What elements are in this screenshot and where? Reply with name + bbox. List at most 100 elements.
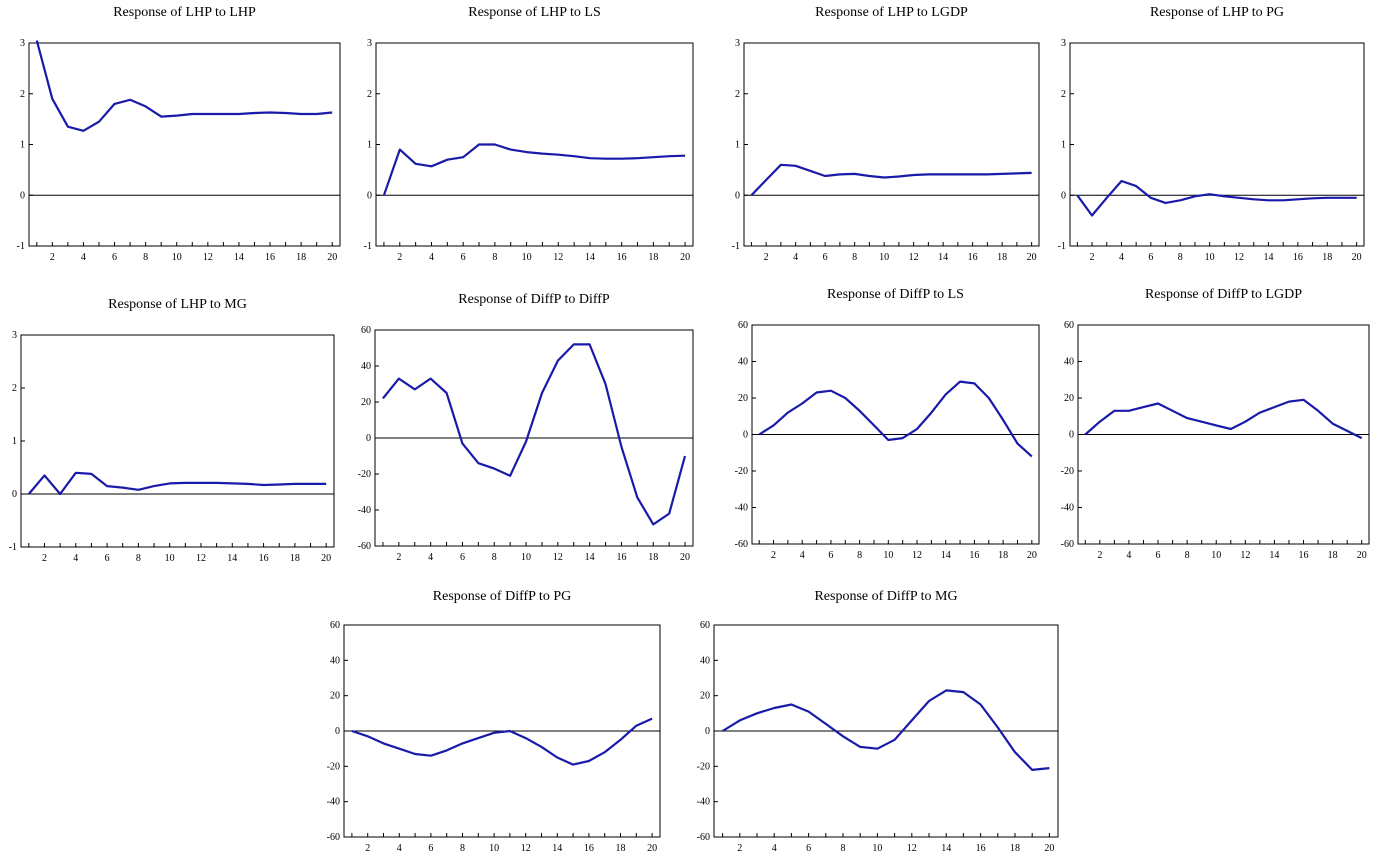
chart-8: Response of DiffP to LGDP -60 -40 -20 0 20 40 6…: [1061, 287, 1370, 561]
chart-5-x-tick-label: 6: [105, 553, 110, 564]
chart-1-y-tick-label: -1: [17, 241, 25, 252]
chart-8-x-tick-label: 4: [1126, 550, 1131, 561]
chart-5-x-tick-label: 16: [259, 553, 269, 564]
chart-6-x-tick-label: 6: [460, 552, 465, 563]
chart-5-y-tick-label: 1: [12, 436, 17, 447]
chart-4-y-tick-label: 0: [1061, 190, 1066, 201]
chart-7-x-tick-label: 16: [969, 550, 979, 561]
chart-1-y-tick-label: 0: [20, 190, 25, 201]
chart-6-x-tick-label: 8: [492, 552, 497, 563]
chart-9-x-tick-label: 8: [460, 843, 465, 854]
chart-8-x-tick-label: 8: [1185, 550, 1190, 561]
chart-6-x-tick-label: 14: [585, 552, 595, 563]
chart-7-x-tick-label: 20: [1027, 550, 1037, 561]
chart-2-y-tick-label: 2: [367, 89, 372, 100]
chart-7: Response of DiffP to LS -60 -40 -20 0 20 40 60 2…: [735, 287, 1040, 561]
chart-1-x-tick-label: 4: [81, 252, 86, 263]
chart-4-x-tick-label: 4: [1119, 252, 1124, 263]
chart-7-y-tick-label: 20: [738, 393, 748, 404]
chart-5-y-tick-label: 3: [12, 330, 17, 341]
chart-3-x-tick-label: 16: [968, 252, 978, 263]
chart-3-y-tick-label: 2: [735, 89, 740, 100]
chart-5-x-tick-label: 8: [136, 553, 141, 564]
chart-5-title: Response of LHP to MG: [108, 297, 247, 312]
chart-6-y-tick-label: 0: [366, 433, 371, 444]
chart-8-x-tick-label: 14: [1269, 550, 1279, 561]
chart-2-x-tick-label: 16: [617, 252, 627, 263]
chart-10-x-tick-label: 18: [1010, 843, 1020, 854]
chart-4-y-tick-label: 2: [1061, 89, 1066, 100]
chart-1-y-tick-label: 2: [20, 89, 25, 100]
chart-2-x-tick-label: 4: [429, 252, 434, 263]
chart-1-y-tick-label: 1: [20, 140, 25, 151]
chart-8-series-line: [1084, 398, 1363, 440]
chart-5-x-tick-label: 12: [196, 553, 206, 564]
chart-4-x-tick-label: 20: [1352, 252, 1362, 263]
chart-6-x-tick-label: 4: [428, 552, 433, 563]
chart-3-x-tick-label: 20: [1027, 252, 1037, 263]
chart-9-x-tick-label: 12: [521, 843, 531, 854]
chart-5-y-tick-label: 2: [12, 383, 17, 394]
chart-4-x-tick-label: 12: [1234, 252, 1244, 263]
chart-1-x-tick-label: 18: [296, 252, 306, 263]
chart-4-title: Response of LHP to PG: [1150, 5, 1284, 20]
chart-8-x-tick-label: 6: [1156, 550, 1161, 561]
chart-4-x-tick-label: 18: [1322, 252, 1332, 263]
chart-9-y-tick-label: -60: [327, 832, 340, 843]
chart-3-series-line: [750, 163, 1032, 197]
chart-6-x-tick-label: 12: [553, 552, 563, 563]
chart-3-x-tick-label: 4: [793, 252, 798, 263]
chart-8-x-tick-label: 12: [1240, 550, 1250, 561]
chart-8-x-tick-label: 16: [1299, 550, 1309, 561]
chart-9-y-tick-label: 40: [330, 655, 340, 666]
chart-1-x-tick-label: 10: [172, 252, 182, 263]
chart-9: Response of DiffP to PG -60 -40 -20 0 20 40 60 2…: [327, 589, 661, 854]
chart-7-y-tick-label: 0: [743, 430, 748, 441]
chart-7-y-tick-label: 40: [738, 357, 748, 368]
chart-1-x-tick-label: 6: [112, 252, 117, 263]
chart-4-x-tick-label: 14: [1263, 252, 1273, 263]
chart-3-frame: [743, 42, 1040, 247]
chart-9-x-tick-label: 10: [489, 843, 499, 854]
chart-6-y-tick-label: 60: [361, 325, 371, 336]
chart-9-x-tick-label: 14: [552, 843, 562, 854]
chart-10-y-tick-label: -60: [697, 832, 710, 843]
chart-3-x-tick-label: 14: [938, 252, 948, 263]
chart-10-x-tick-label: 12: [907, 843, 917, 854]
chart-7-y-tick-label: 60: [738, 320, 748, 331]
chart-6-x-tick-label: 16: [616, 552, 626, 563]
chart-7-x-tick-label: 10: [883, 550, 893, 561]
chart-4-x-tick-label: 16: [1293, 252, 1303, 263]
chart-10-x-tick-label: 10: [872, 843, 882, 854]
chart-10-x-tick-label: 6: [806, 843, 811, 854]
chart-3-y-tick-label: 0: [735, 190, 740, 201]
chart-6-y-tick-label: 20: [361, 397, 371, 408]
chart-2-y-tick-label: 1: [367, 140, 372, 151]
chart-8-y-tick-label: -60: [1061, 539, 1074, 550]
chart-7-y-tick-label: -20: [735, 466, 748, 477]
chart-1-x-tick-label: 16: [265, 252, 275, 263]
chart-8-y-tick-label: 20: [1064, 393, 1074, 404]
chart-2-frame: [375, 42, 694, 247]
chart-5-x-tick-label: 14: [227, 553, 237, 564]
chart-6-title: Response of DiffP to DiffP: [458, 292, 610, 307]
chart-3-x-tick-label: 10: [879, 252, 889, 263]
chart-2-title: Response of LHP to LS: [468, 5, 600, 20]
chart-4-x-tick-label: 10: [1205, 252, 1215, 263]
chart-2-x-tick-label: 12: [553, 252, 563, 263]
chart-3-x-tick-label: 12: [909, 252, 919, 263]
chart-8-y-tick-label: 60: [1064, 320, 1074, 331]
chart-5-x-tick-label: 20: [321, 553, 331, 564]
chart-2-y-tick-label: -1: [364, 241, 372, 252]
chart-6-x-tick-label: 10: [521, 552, 531, 563]
chart-1-y-tick-label: 3: [20, 38, 25, 49]
chart-3-x-tick-label: 18: [997, 252, 1007, 263]
chart-7-y-tick-label: -40: [735, 503, 748, 514]
chart-9-x-tick-label: 16: [584, 843, 594, 854]
chart-10-y-tick-label: -40: [697, 797, 710, 808]
chart-1-frame: [28, 42, 341, 247]
